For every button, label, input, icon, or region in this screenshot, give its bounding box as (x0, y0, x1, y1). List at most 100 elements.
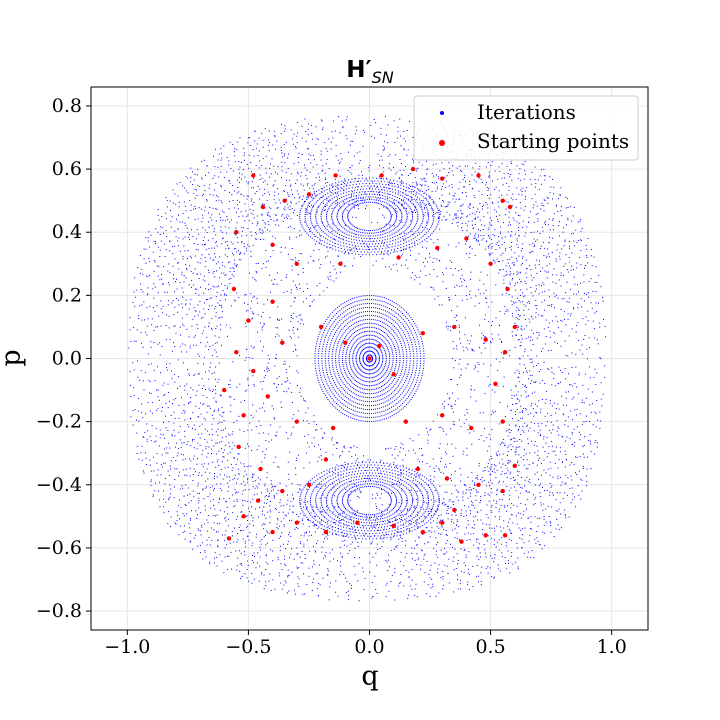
iteration-point (584, 300, 586, 302)
iteration-point (303, 420, 304, 422)
iteration-point (166, 363, 167, 365)
iteration-point (387, 520, 389, 522)
iteration-point (315, 126, 317, 128)
iteration-point (283, 525, 285, 527)
iteration-point (584, 267, 585, 269)
iteration-point (455, 217, 457, 219)
iteration-point (487, 462, 489, 464)
iteration-point (502, 260, 504, 262)
iteration-point (393, 167, 394, 168)
iteration-point (345, 119, 347, 121)
iteration-point (162, 306, 164, 307)
iteration-point (406, 528, 408, 530)
iteration-point (457, 216, 459, 218)
iteration-point (468, 506, 470, 508)
iteration-point (445, 206, 447, 207)
iteration-point (445, 219, 446, 221)
iteration-point (523, 459, 525, 461)
iteration-point (134, 277, 136, 279)
iteration-point (472, 565, 474, 567)
iteration-point (578, 372, 580, 374)
iteration-point (298, 578, 300, 580)
iteration-point (542, 487, 543, 488)
iteration-point (162, 266, 164, 268)
iteration-point (159, 279, 161, 281)
iteration-point (517, 272, 519, 274)
iteration-point (420, 549, 422, 551)
iteration-point (185, 190, 187, 192)
iteration-point (147, 402, 149, 404)
iteration-point (353, 155, 355, 157)
iteration-point (516, 306, 518, 308)
iteration-point (318, 564, 320, 566)
iteration-point (275, 336, 277, 338)
iteration-point (568, 516, 570, 518)
iteration-point (325, 163, 327, 165)
iteration-point (307, 182, 309, 184)
iteration-point (300, 183, 302, 185)
iteration-point (599, 326, 601, 328)
iteration-point (445, 321, 447, 323)
iteration-point (250, 251, 252, 252)
iteration-point (411, 547, 413, 549)
iteration-point (279, 550, 281, 551)
iteration-point (556, 430, 558, 432)
iteration-point (321, 120, 323, 122)
iteration-point (277, 490, 279, 491)
iteration-point (508, 224, 509, 226)
iteration-point (540, 270, 541, 272)
iteration-point (355, 538, 357, 540)
iteration-point (433, 175, 434, 177)
iteration-point (140, 283, 142, 285)
iteration-point (507, 505, 508, 507)
iteration-point (218, 362, 220, 364)
iteration-point (520, 503, 522, 504)
iteration-point (424, 178, 426, 179)
iteration-point (313, 525, 315, 527)
iteration-point (583, 467, 585, 469)
iteration-point (598, 274, 600, 276)
iteration-point (498, 240, 500, 242)
iteration-point (519, 345, 521, 347)
iteration-point (166, 367, 168, 369)
iteration-point (363, 588, 365, 590)
iteration-point (213, 397, 215, 399)
iteration-point (511, 205, 513, 207)
iteration-point (212, 489, 214, 491)
iteration-point (215, 182, 217, 184)
iteration-point (587, 320, 589, 322)
iteration-point (227, 518, 229, 520)
iteration-point (531, 171, 533, 173)
iteration-point (303, 301, 304, 303)
iteration-point (246, 348, 247, 350)
iteration-point (318, 483, 320, 485)
iteration-point (230, 267, 232, 269)
iteration-point (571, 367, 573, 368)
iteration-point (167, 523, 169, 525)
iteration-point (582, 446, 584, 448)
iteration-point (221, 157, 223, 159)
iteration-point (281, 166, 283, 168)
iteration-point (209, 493, 211, 495)
iteration-point (518, 377, 520, 379)
iteration-point (327, 182, 329, 183)
iteration-point (320, 150, 322, 152)
iteration-point (564, 483, 566, 485)
iteration-point (479, 502, 481, 504)
iteration-point (576, 426, 578, 428)
iteration-point (498, 334, 500, 336)
iteration-point (264, 523, 266, 525)
iteration-point (290, 535, 292, 537)
iteration-point (386, 582, 388, 584)
iteration-point (575, 366, 577, 368)
iteration-point (193, 447, 195, 449)
iteration-point (586, 348, 588, 350)
iteration-point (266, 530, 268, 532)
iteration-point (568, 245, 570, 247)
iteration-point (519, 446, 521, 448)
iteration-point (461, 299, 463, 301)
iteration-point (217, 381, 219, 383)
iteration-point (369, 552, 371, 554)
iteration-point (484, 549, 486, 551)
iteration-point (565, 196, 567, 198)
